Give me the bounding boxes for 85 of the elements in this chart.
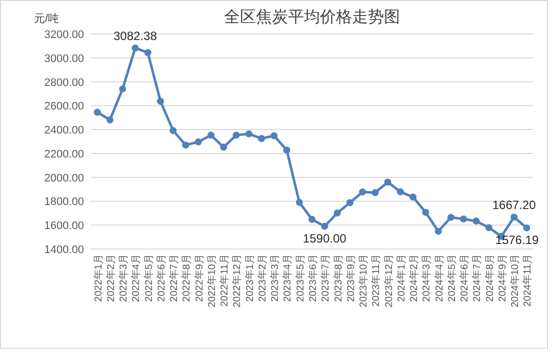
point xyxy=(321,222,328,230)
x-tick-label: 2022年3月 xyxy=(118,254,130,302)
y-tick-label: 3200.00 xyxy=(44,29,84,41)
point xyxy=(510,214,518,221)
point xyxy=(396,188,404,196)
point xyxy=(194,138,202,146)
x-tick-label: 2023年3月 xyxy=(269,254,282,302)
data-label: 1576.19 xyxy=(495,232,539,247)
x-tick-label: 2022年10月 xyxy=(206,254,218,308)
x-tick-label: 2022年1月 xyxy=(92,254,104,302)
y-tick-label: 1600.00 xyxy=(44,220,84,232)
x-tick-label: 2024年5月 xyxy=(446,254,458,302)
point xyxy=(182,142,190,149)
point xyxy=(460,216,468,223)
point xyxy=(245,130,252,138)
y-tick-label: 2400.00 xyxy=(44,124,84,137)
point xyxy=(119,85,126,92)
x-tick-label: 2024年11月 xyxy=(522,254,534,307)
point xyxy=(422,208,430,216)
y-tick-label: 2600.00 xyxy=(44,100,84,113)
point xyxy=(523,224,530,232)
point xyxy=(447,214,454,221)
x-tick-label: 2022年7月 xyxy=(168,254,180,302)
x-tick-label: 2022年4月 xyxy=(130,254,142,302)
y-axis-title: 元/吨 xyxy=(34,12,60,25)
point xyxy=(434,228,442,235)
point xyxy=(472,218,480,225)
x-tick-label: 2024年7月 xyxy=(471,254,484,302)
point xyxy=(296,198,303,206)
x-tick-label: 2023年7月 xyxy=(320,254,332,302)
y-tick-label: 1400.00 xyxy=(44,244,84,256)
x-tick-label: 2024年1月 xyxy=(395,254,408,302)
y-tick-label: 1800.00 xyxy=(44,196,84,208)
point xyxy=(170,127,177,134)
x-tick-label: 2024年4月 xyxy=(433,254,446,302)
x-tick-label: 2023年4月 xyxy=(282,254,294,302)
point xyxy=(359,188,366,196)
x-tick-label: 2023年8月 xyxy=(332,254,344,302)
y-tick-label: 3000.00 xyxy=(44,52,84,65)
point xyxy=(346,199,354,206)
point xyxy=(270,132,278,140)
point xyxy=(144,49,152,56)
x-tick-label: 2022年6月 xyxy=(155,254,168,302)
x-tick-label: 2024年3月 xyxy=(420,254,433,302)
x-tick-label: 2024年10月 xyxy=(509,254,522,308)
x-tick-label: 2022年9月 xyxy=(193,254,206,302)
point xyxy=(220,144,228,151)
x-tick-label: 2023年5月 xyxy=(294,254,306,302)
y-tick-label: 2800.00 xyxy=(44,76,84,89)
y-tick-label: 2200.00 xyxy=(44,148,84,160)
x-tick-label: 2024年6月 xyxy=(458,254,471,302)
x-tick-label: 2024年9月 xyxy=(496,254,508,302)
point xyxy=(485,224,492,232)
x-tick-label: 2022年2月 xyxy=(104,254,117,302)
x-tick-label: 2023年9月 xyxy=(344,254,357,302)
point xyxy=(410,194,417,201)
point xyxy=(283,146,290,154)
x-tick-label: 2022年11月 xyxy=(218,254,231,307)
data-label: 1590.00 xyxy=(302,231,347,246)
x-tick-label: 2023年6月 xyxy=(307,254,319,302)
x-tick-label: 2024年2月 xyxy=(408,254,420,302)
x-tick-label: 2023年12月 xyxy=(382,254,395,308)
point xyxy=(207,132,214,139)
x-tick-label: 2023年1月 xyxy=(244,254,256,302)
x-tick-label: 2022年8月 xyxy=(180,254,193,302)
y-tick-label: 2000.00 xyxy=(44,172,84,184)
chart-title: 全区焦炭平均价格走势图 xyxy=(224,8,400,26)
x-tick-label: 2023年2月 xyxy=(256,254,268,302)
point xyxy=(156,98,164,105)
point xyxy=(132,44,139,52)
data-label: 3082.38 xyxy=(114,29,158,44)
point xyxy=(372,189,379,196)
point xyxy=(232,132,240,139)
point xyxy=(94,108,101,116)
point xyxy=(334,210,341,217)
point xyxy=(258,135,265,142)
point xyxy=(106,116,114,124)
point xyxy=(384,178,392,186)
x-tick-label: 2024年8月 xyxy=(484,254,496,302)
data-label: 1667.20 xyxy=(492,198,536,212)
x-tick-label: 2023年10月 xyxy=(358,254,370,308)
x-tick-label: 2022年5月 xyxy=(142,254,155,302)
x-tick-label: 2022年12月 xyxy=(231,254,244,308)
point xyxy=(308,216,316,223)
x-tick-label: 2023年11月 xyxy=(370,254,382,307)
